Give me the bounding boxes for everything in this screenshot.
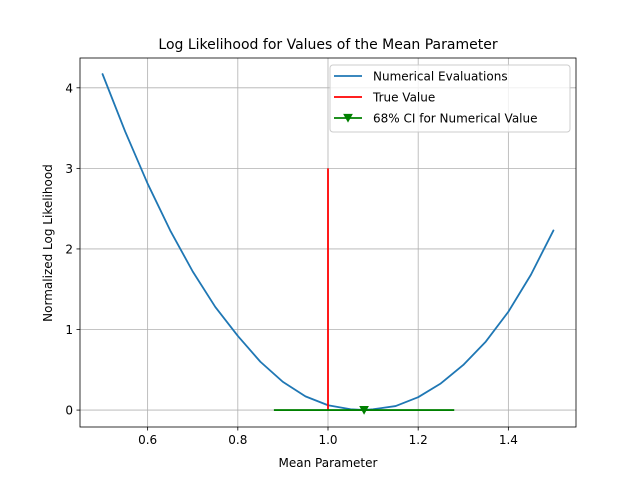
y-tick-label: 1	[65, 323, 73, 337]
y-tick-label: 2	[65, 242, 73, 256]
plot-series	[101, 73, 555, 415]
x-tick-label: 0.8	[228, 433, 247, 447]
chart-title: Log Likelihood for Values of the Mean Pa…	[158, 37, 497, 53]
y-axis-label: Normalized Log Likelihood	[41, 164, 55, 322]
legend-label: True Value	[372, 91, 435, 105]
y-tick-label: 0	[65, 404, 73, 418]
legend-box	[329, 64, 571, 133]
y-tick-label: 3	[65, 162, 73, 176]
legend-item: Numerical Evaluations	[334, 70, 508, 84]
legend-item: True Value	[334, 91, 435, 105]
y-tick-label: 4	[65, 81, 73, 95]
x-tick-label: 1.0	[318, 433, 337, 447]
legend: Numerical Evaluations True Value 68% CI fo…	[329, 64, 571, 133]
ci-point-marker	[359, 405, 369, 415]
axis-ticks: 0.6 0.8 1.0 1.2 1.4 0 1 2 3 4	[65, 81, 518, 447]
legend-label: Numerical Evaluations	[373, 70, 508, 84]
x-tick-label: 1.4	[499, 433, 518, 447]
series-line-numerical-evaluations	[101, 73, 555, 411]
x-tick-label: 1.2	[409, 433, 428, 447]
legend-triangle-marker	[343, 113, 353, 123]
legend-item: 68% CI for Numerical Value	[334, 112, 538, 126]
legend-label: 68% CI for Numerical Value	[373, 112, 538, 126]
x-tick-label: 0.6	[138, 433, 157, 447]
x-axis-label: Mean Parameter	[279, 456, 378, 470]
